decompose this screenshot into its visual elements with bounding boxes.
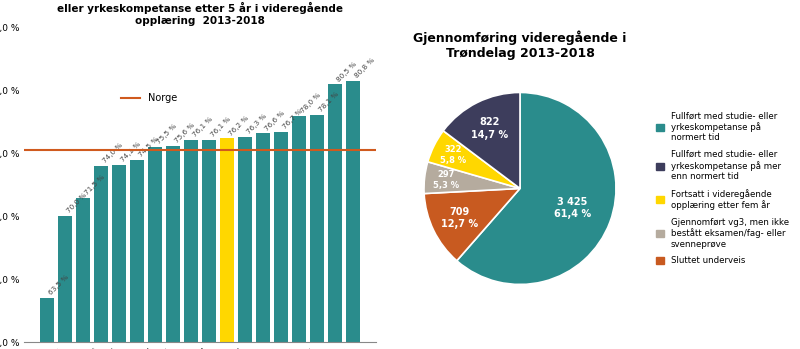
Bar	[166, 146, 180, 349]
Bar	[94, 166, 108, 349]
Bar	[58, 216, 71, 349]
Text: 63,5 %: 63,5 %	[48, 274, 70, 296]
Bar	[112, 165, 126, 349]
Bar	[329, 84, 342, 349]
Bar	[76, 198, 90, 349]
Legend: Fullført med studie- eller
yrkeskompetanse på
normert tid, Fullført med studie- : Fullført med studie- eller yrkeskompetan…	[656, 112, 789, 265]
Text: 822
14,7 %: 822 14,7 %	[471, 117, 509, 140]
Text: 78,0 %: 78,0 %	[300, 92, 322, 114]
Text: 76,1 %: 76,1 %	[210, 116, 232, 138]
Wedge shape	[424, 162, 520, 194]
Text: 322
5,8 %: 322 5,8 %	[440, 145, 466, 165]
Legend: Norge: Norge	[117, 89, 181, 107]
Text: 76,3 %: 76,3 %	[246, 113, 268, 135]
Bar	[238, 137, 252, 349]
Bar	[256, 133, 270, 349]
Bar	[292, 116, 306, 349]
Text: 76,6 %: 76,6 %	[264, 110, 286, 132]
Text: 71,5 %: 71,5 %	[84, 173, 106, 196]
Text: 76,1 %: 76,1 %	[192, 116, 214, 138]
Bar	[220, 139, 234, 349]
Bar	[148, 147, 162, 349]
Bar	[40, 298, 54, 349]
Wedge shape	[428, 131, 520, 188]
Text: 75,5 %: 75,5 %	[156, 123, 178, 146]
Text: 80,5 %: 80,5 %	[336, 60, 358, 83]
Text: 78,1 %: 78,1 %	[318, 91, 340, 113]
Text: 70,0 %: 70,0 %	[66, 192, 88, 215]
Bar	[184, 140, 198, 349]
Text: 74,1 %: 74,1 %	[120, 141, 142, 163]
Text: 74,5 %: 74,5 %	[138, 136, 160, 158]
Title: Andel elever per fylke som har fullført med studie-
eller yrkeskompetanse etter : Andel elever per fylke som har fullført …	[50, 0, 350, 26]
Bar	[130, 160, 144, 349]
Text: 297
5,3 %: 297 5,3 %	[433, 170, 458, 190]
Text: 709
12,7 %: 709 12,7 %	[441, 207, 478, 229]
Text: 76,2 %: 76,2 %	[228, 114, 250, 136]
Wedge shape	[457, 92, 616, 284]
Text: 74,0 %: 74,0 %	[102, 142, 124, 164]
Bar	[202, 140, 216, 349]
Bar	[274, 132, 288, 349]
Bar	[346, 81, 360, 349]
Title: Gjennomføring videregående i
Trøndelag 2013-2018: Gjennomføring videregående i Trøndelag 2…	[414, 31, 626, 60]
Text: 75,6 %: 75,6 %	[174, 122, 196, 144]
Text: 76,7 %: 76,7 %	[282, 108, 304, 130]
Wedge shape	[424, 188, 520, 261]
Text: 80,8 %: 80,8 %	[354, 57, 376, 79]
Wedge shape	[443, 92, 520, 188]
Text: 3 425
61,4 %: 3 425 61,4 %	[554, 197, 590, 219]
Bar	[310, 114, 324, 349]
